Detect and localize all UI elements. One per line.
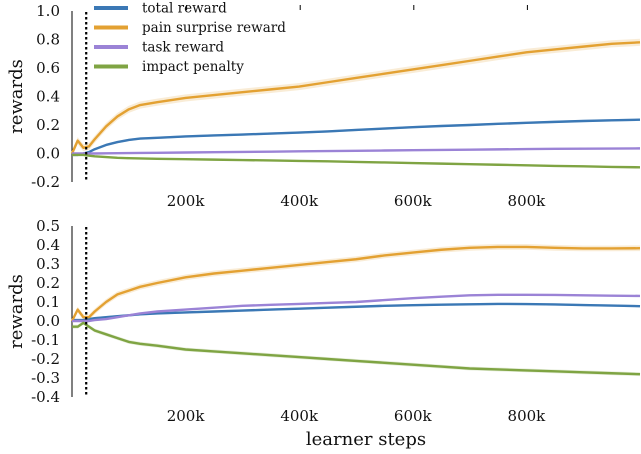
y-tick-label: 0.4 [36, 88, 60, 106]
legend-label-impact-penalty: impact penalty [142, 59, 244, 75]
x-axis-label: learner steps [306, 429, 426, 450]
series-line-total-reward [72, 118, 641, 157]
y-tick-label: 0.5 [36, 217, 60, 235]
series-line-task-reward [72, 293, 641, 323]
x-tick-label: 200k [167, 407, 206, 425]
top-panel: -0.2 0.0 0.2 0.4 0.6 0.8 1.0 200k 400k 600k 800k re… [6, 2, 641, 210]
series-line-pain-surprise-reward [70, 41, 641, 154]
band-impact-penalty [72, 321, 640, 377]
y-tick-label: -0.2 [31, 173, 60, 191]
band-pain-surprise-reward [72, 38, 640, 158]
y-tick-label: 0.0 [36, 312, 60, 330]
legend: total reward pain surprise reward task rew… [94, 1, 286, 75]
y-axis-label: rewards [6, 274, 27, 349]
y-tick-label: 0.3 [36, 255, 60, 273]
y-tick-label: 0.0 [36, 145, 60, 163]
x-tick-label: 400k [280, 407, 319, 425]
y-tick-label: 0.1 [36, 293, 60, 311]
y-tick-label: 0.2 [36, 116, 60, 134]
legend-label-task-reward: task reward [142, 40, 224, 56]
y-tick-label: 0.6 [36, 59, 60, 77]
x-tick-label: 800k [508, 192, 547, 210]
y-tick-label: 0.4 [36, 236, 60, 254]
x-tick-label: 400k [280, 192, 319, 210]
legend-label-total-reward: total reward [142, 1, 227, 17]
x-tick-label: 600k [394, 407, 433, 425]
y-tick-label: -0.4 [31, 388, 60, 406]
y-tick-label: 1.0 [36, 2, 60, 20]
series-line-impact-penalty [72, 321, 641, 376]
series-line-total-reward [72, 302, 641, 322]
series-line-task-reward [72, 147, 641, 155]
series-line-impact-penalty [72, 153, 641, 169]
y-tick-label: -0.2 [31, 350, 60, 368]
y-tick-label: 0.2 [36, 274, 60, 292]
y-tick-label: -0.1 [31, 331, 60, 349]
x-tick-label: 800k [508, 407, 547, 425]
bottom-panel: -0.4-0.3-0.2-0.10.00.10.20.30.40.5 200k 40… [6, 217, 641, 450]
x-tick-label: 600k [394, 192, 433, 210]
legend-label-pain-surprise-reward: pain surprise reward [142, 20, 286, 36]
series-line-pain-surprise-reward [70, 245, 641, 322]
y-tick-label: -0.3 [31, 369, 60, 387]
x-tick-label: 200k [167, 192, 206, 210]
y-axis-label: rewards [6, 59, 27, 134]
y-tick-label: 0.8 [36, 31, 60, 49]
